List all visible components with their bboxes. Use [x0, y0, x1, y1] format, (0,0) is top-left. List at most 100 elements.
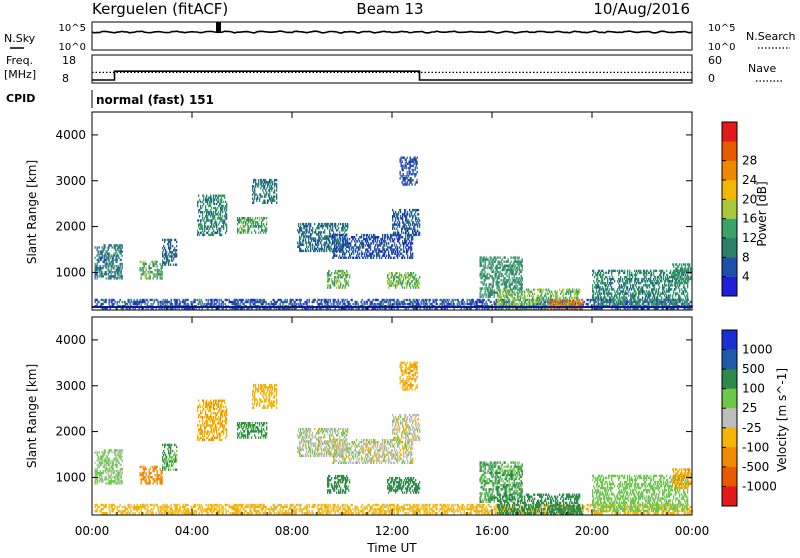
power-cell	[500, 263, 501, 265]
frequency-line	[92, 71, 692, 80]
power-cell	[243, 299, 244, 301]
power-cell	[306, 223, 307, 225]
power-cell	[522, 265, 523, 267]
power-cell	[598, 284, 599, 286]
power-cell	[321, 244, 322, 246]
power-cell	[198, 211, 199, 213]
power-cell	[593, 297, 594, 299]
power-cell	[538, 295, 539, 297]
power-cell	[312, 246, 313, 248]
power-cell	[398, 234, 399, 236]
power-cell	[563, 289, 564, 291]
power-cell	[103, 303, 104, 305]
power-cell	[108, 273, 109, 275]
power-cell	[427, 303, 428, 305]
power-cell	[323, 225, 324, 227]
power-cell	[224, 195, 225, 197]
power-cell	[340, 282, 341, 284]
power-cell	[498, 271, 499, 273]
power-cell	[274, 189, 275, 191]
power-cell	[338, 299, 339, 301]
power-cell	[213, 195, 214, 197]
power-cell	[413, 171, 414, 173]
power-cell	[336, 301, 337, 303]
power-cell	[394, 276, 395, 278]
power-cell	[261, 179, 262, 181]
power-cell	[402, 181, 403, 183]
power-cell	[312, 244, 313, 246]
power-cell	[364, 234, 365, 236]
power-cell	[392, 209, 393, 211]
power-cell	[393, 280, 394, 282]
power-cell	[211, 211, 212, 213]
noise-sky-line	[92, 31, 692, 33]
power-cell	[417, 161, 418, 163]
power-cell	[499, 285, 500, 287]
power-cell	[371, 242, 372, 244]
power-cell	[565, 302, 566, 304]
power-cell	[486, 283, 487, 285]
power-cell	[557, 295, 558, 297]
power-cell	[253, 202, 254, 204]
power-cell	[477, 303, 478, 305]
power-cell	[303, 237, 304, 239]
power-cell	[203, 203, 204, 205]
power-cell	[364, 253, 365, 255]
power-cell	[405, 181, 406, 183]
power-cell	[566, 297, 567, 299]
power-cell	[118, 255, 119, 257]
power-cell	[343, 250, 344, 252]
power-cell	[203, 195, 204, 197]
power-cell	[204, 230, 205, 232]
power-cell	[399, 221, 400, 223]
power-cell	[492, 267, 493, 269]
power-cell	[395, 217, 396, 219]
power-cell	[329, 229, 330, 231]
power-cell	[401, 274, 402, 276]
power-cell	[276, 187, 277, 189]
power-cell	[151, 303, 152, 305]
power-cell	[167, 303, 168, 305]
power-cell	[367, 234, 368, 236]
power-cell	[402, 161, 403, 163]
power-cell	[521, 293, 522, 295]
power-cell	[122, 301, 123, 303]
power-cell	[318, 242, 319, 244]
power-cell	[373, 299, 374, 301]
power-cell	[482, 303, 483, 305]
power-cell	[212, 228, 213, 230]
power-cell	[119, 273, 120, 275]
power-cell	[501, 279, 502, 281]
power-cell	[252, 187, 253, 189]
power-cell	[508, 289, 509, 291]
power-cell	[221, 234, 222, 236]
power-cell	[507, 285, 508, 287]
power-cell	[341, 257, 342, 259]
power-cell	[266, 193, 267, 195]
power-cell	[202, 213, 203, 215]
power-cell	[416, 173, 417, 175]
power-cell	[607, 280, 608, 282]
power-cell	[149, 273, 150, 275]
power-cell	[419, 299, 420, 301]
power-cell	[519, 267, 520, 269]
power-cell	[373, 242, 374, 244]
power-cell	[177, 303, 178, 305]
power-cell	[264, 185, 265, 187]
power-cell	[392, 217, 393, 219]
power-cell	[437, 299, 438, 301]
power-cell	[310, 223, 311, 225]
power-cell	[365, 257, 366, 259]
power-cell	[345, 253, 346, 255]
power-cell	[482, 281, 483, 283]
power-cell	[574, 304, 575, 306]
power-cell	[563, 297, 564, 299]
nave-label: Nave	[748, 62, 776, 75]
power-cell	[99, 301, 100, 303]
power-cell	[335, 223, 336, 225]
power-cell	[208, 299, 209, 301]
power-cell	[220, 213, 221, 215]
power-cell	[603, 303, 604, 305]
power-cell	[388, 286, 389, 288]
power-cell	[127, 303, 128, 305]
